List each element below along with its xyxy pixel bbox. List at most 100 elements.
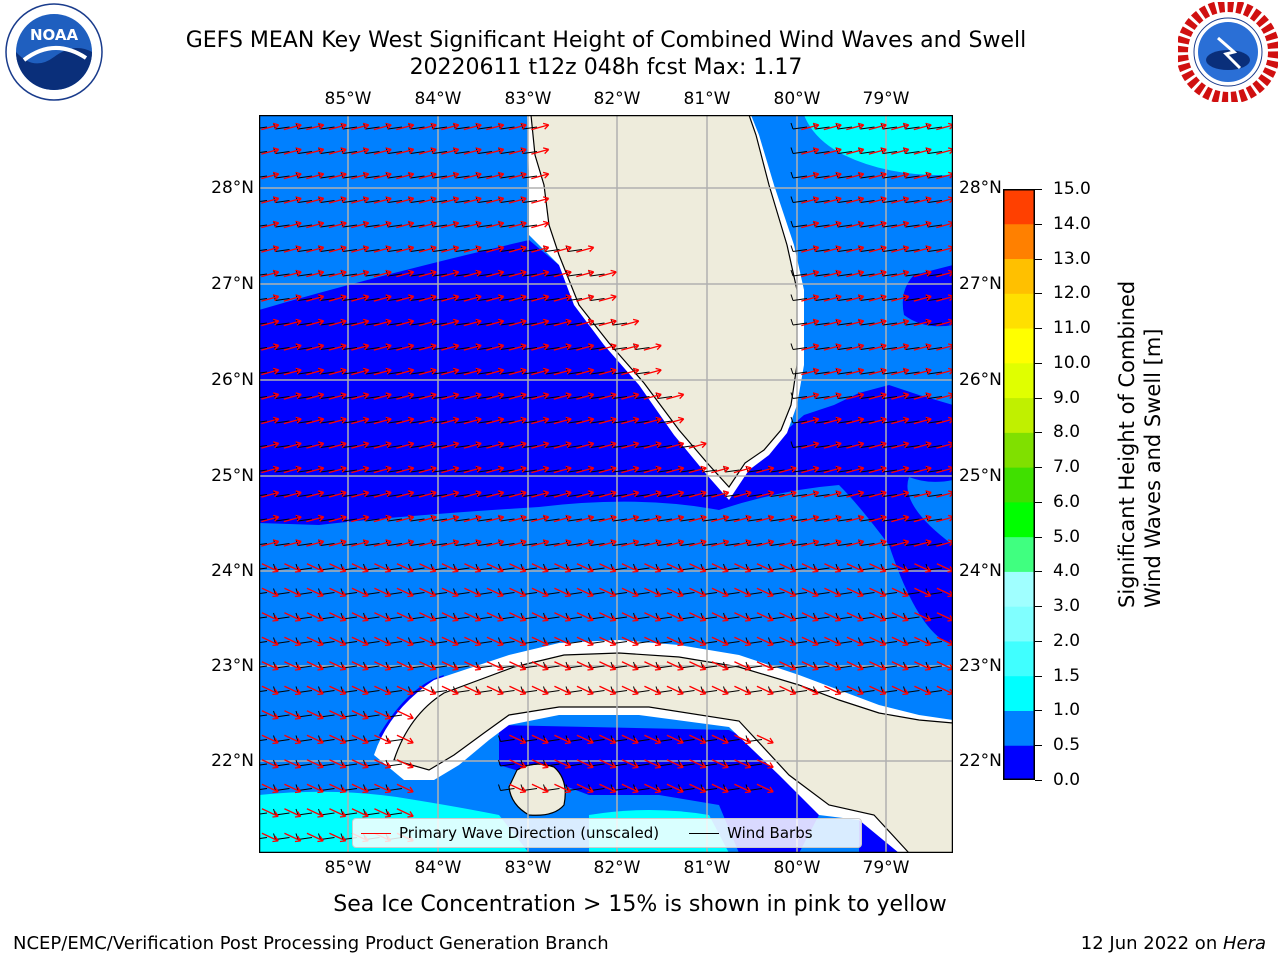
wave-arrow: [531, 490, 550, 498]
wave-arrow: [868, 392, 887, 400]
wave-arrow: [306, 490, 325, 498]
wind-barb: [790, 147, 808, 154]
wave-arrow: [508, 122, 527, 131]
wave-arrow: [328, 367, 347, 376]
wave-arrow: [261, 514, 280, 523]
wave-arrow: [666, 514, 685, 523]
wave-arrow: [531, 441, 550, 449]
wave-arrow: [666, 490, 685, 498]
wave-arrow: [463, 392, 482, 400]
wave-arrow: [283, 269, 302, 278]
wave-arrow: [621, 685, 639, 696]
wave-arrow: [396, 490, 415, 498]
wave-arrow: [823, 294, 842, 302]
colorbar-tick-label: 7.0: [1053, 457, 1081, 478]
wave-arrow: [441, 294, 460, 302]
wave-arrow: [464, 685, 482, 696]
colorbar-tick-mark: [1035, 189, 1042, 190]
wave-arrow: [891, 539, 910, 547]
wave-arrow: [688, 441, 707, 449]
wave-arrow: [823, 343, 842, 351]
wave-arrow: [396, 759, 414, 769]
lat-tick-right-24: 24°N: [959, 561, 1002, 581]
wave-arrow: [711, 685, 729, 696]
wave-arrow: [531, 514, 550, 523]
wave-arrow: [846, 318, 865, 327]
colorbar-tick-label: 12.0: [1053, 283, 1091, 304]
wave-arrow: [351, 563, 369, 573]
wave-arrow: [576, 269, 595, 278]
wave-arrow: [396, 612, 414, 622]
wave-arrow: [914, 685, 932, 696]
wave-arrow: [598, 465, 617, 474]
wave-arrow: [261, 612, 279, 622]
wave-arrow: [801, 343, 820, 351]
wave-arrow: [531, 465, 550, 474]
wave-arrow: [688, 539, 707, 547]
wave-arrow: [778, 539, 797, 547]
wave-arrow: [374, 734, 392, 745]
wave-arrow: [868, 514, 887, 523]
wave-arrow: [283, 171, 302, 180]
noaa-logo-text: NOAA: [30, 26, 79, 44]
wave-arrow: [351, 539, 370, 547]
wave-arrow: [868, 539, 887, 547]
wave-arrow: [891, 441, 910, 449]
wave-arrow: [486, 465, 505, 474]
wave-arrow: [598, 269, 617, 278]
wave-arrow: [283, 392, 302, 400]
wave-arrow: [396, 514, 415, 523]
wave-arrow: [329, 710, 347, 720]
wave-arrow: [396, 416, 415, 425]
wave-arrow: [824, 612, 842, 622]
wave-arrow: [553, 416, 572, 425]
wave-arrow: [689, 685, 707, 696]
wave-arrow: [463, 514, 482, 523]
wave-arrow: [733, 539, 752, 547]
lat-tick-left-22: 22°N: [211, 751, 254, 771]
colorbar-tick-label: 1.0: [1053, 700, 1081, 721]
colorbar-title: Significant Height of Combined Wind Wave…: [1114, 280, 1166, 608]
wave-arrow: [869, 587, 887, 598]
wave-arrow: [734, 759, 752, 769]
wave-arrow: [554, 563, 572, 573]
colorbar-swatch: [1003, 362, 1035, 399]
wave-arrow: [531, 563, 549, 573]
wave-arrow: [329, 612, 347, 622]
colorbar-swatch: [1003, 258, 1035, 294]
wave-arrow: [891, 269, 910, 278]
wave-arrow: [846, 587, 864, 598]
colorbar-title-line1: Significant Height of Combined: [1115, 280, 1139, 608]
wave-arrow: [373, 196, 392, 204]
lon-tick-top-80: 80°W: [773, 89, 821, 109]
wave-arrow: [328, 245, 347, 253]
wave-arrow: [621, 392, 640, 400]
wave-arrow: [306, 783, 324, 794]
wave-arrow: [914, 563, 932, 573]
wave-arrow: [441, 147, 460, 155]
wave-arrow: [711, 587, 729, 598]
wind-barb: [790, 343, 808, 350]
wave-arrow: [891, 465, 910, 474]
wave-arrow: [261, 416, 280, 425]
colorbar-tick-mark: [1035, 640, 1042, 642]
wave-arrow: [734, 734, 752, 745]
wave-arrow: [441, 636, 459, 647]
wave-arrow: [891, 318, 910, 327]
wave-arrow: [441, 514, 460, 523]
wave-arrow: [486, 490, 505, 498]
wave-arrow: [643, 416, 662, 425]
wave-arrow: [846, 636, 864, 647]
wave-arrow: [666, 759, 684, 769]
wave-arrow: [823, 367, 842, 376]
wave-arrow: [846, 245, 865, 253]
wave-arrow: [284, 783, 302, 794]
wave-arrow: [598, 392, 617, 400]
wave-arrow: [846, 196, 865, 204]
colorbar-swatch: [1003, 189, 1035, 225]
wave-arrow: [598, 490, 617, 498]
wave-arrow: [801, 392, 820, 400]
wave-arrow: [823, 220, 842, 229]
wave-arrow: [509, 783, 527, 794]
sea-ice-note: Sea Ice Concentration > 15% is shown in …: [333, 892, 947, 917]
